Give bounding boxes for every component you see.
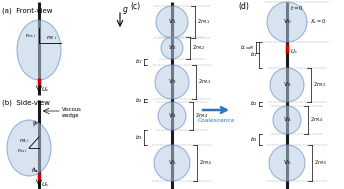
Text: $b_2$: $b_2$ bbox=[135, 96, 142, 105]
Text: $r_{m,i}$: $r_{m,i}$ bbox=[25, 32, 37, 40]
Text: $b_{CoaM}$: $b_{CoaM}$ bbox=[240, 43, 254, 52]
Text: $2r_{M,4}$: $2r_{M,4}$ bbox=[310, 116, 324, 124]
Ellipse shape bbox=[17, 20, 61, 80]
Circle shape bbox=[270, 68, 304, 102]
Text: $b_3$: $b_3$ bbox=[249, 135, 257, 144]
Text: $2r_{M,5}$: $2r_{M,5}$ bbox=[314, 159, 328, 167]
Text: $V_3$: $V_3$ bbox=[168, 77, 176, 86]
Text: $V_3$: $V_3$ bbox=[283, 81, 291, 89]
Text: $U_c$: $U_c$ bbox=[41, 180, 50, 189]
Text: (c): (c) bbox=[130, 2, 140, 11]
Text: $r_{M,i}$: $r_{M,i}$ bbox=[19, 137, 29, 145]
Text: $b_1$: $b_1$ bbox=[135, 57, 142, 67]
Text: $2r_{M,4}$: $2r_{M,4}$ bbox=[195, 112, 209, 120]
Text: $V_2$: $V_2$ bbox=[168, 43, 176, 53]
Text: (a)  Front-view: (a) Front-view bbox=[2, 8, 53, 15]
Text: $b_2$: $b_2$ bbox=[250, 100, 257, 108]
Circle shape bbox=[154, 145, 190, 181]
Text: $V_5$: $V_5$ bbox=[168, 159, 176, 167]
Text: (b)  Side-view: (b) Side-view bbox=[2, 100, 50, 106]
Text: $2r_{M,5}$: $2r_{M,5}$ bbox=[199, 159, 213, 167]
Text: $2r_{M,1}$: $2r_{M,1}$ bbox=[197, 18, 211, 26]
Text: $g$: $g$ bbox=[122, 5, 128, 15]
Circle shape bbox=[161, 37, 183, 59]
Text: $r_{m,i}$: $r_{m,i}$ bbox=[17, 147, 27, 155]
Text: $r_{M,i}$: $r_{M,i}$ bbox=[46, 34, 57, 42]
Circle shape bbox=[158, 102, 186, 130]
Text: $X_c=0$: $X_c=0$ bbox=[310, 18, 327, 26]
Text: Viscous
wedge: Viscous wedge bbox=[62, 107, 82, 118]
Text: $\theta_a$: $\theta_a$ bbox=[31, 167, 39, 175]
Text: $t=0$: $t=0$ bbox=[290, 4, 304, 12]
Text: $V_4$: $V_4$ bbox=[283, 115, 291, 124]
Text: $V_5$: $V_5$ bbox=[283, 159, 291, 167]
Circle shape bbox=[269, 145, 305, 181]
Circle shape bbox=[267, 2, 307, 42]
Text: $V_1$: $V_1$ bbox=[168, 18, 176, 26]
Text: $b_1$: $b_1$ bbox=[250, 50, 257, 60]
Text: $2r_{M,3}$: $2r_{M,3}$ bbox=[313, 81, 327, 89]
Circle shape bbox=[155, 65, 189, 99]
Text: $U_c$: $U_c$ bbox=[290, 48, 298, 57]
Text: $V_4$: $V_4$ bbox=[168, 112, 176, 120]
Ellipse shape bbox=[7, 120, 51, 176]
Text: $2r_{M,2}$: $2r_{M,2}$ bbox=[192, 44, 206, 52]
Text: $2r_{M,3}$: $2r_{M,3}$ bbox=[198, 78, 212, 86]
Circle shape bbox=[273, 106, 301, 134]
Text: $b_3$: $b_3$ bbox=[135, 133, 142, 142]
Circle shape bbox=[156, 6, 188, 38]
Text: $U_c$: $U_c$ bbox=[41, 86, 50, 94]
Text: Coalescence: Coalescence bbox=[197, 118, 235, 123]
Text: $\theta_r$: $\theta_r$ bbox=[32, 120, 39, 129]
Text: (d): (d) bbox=[238, 2, 249, 11]
Text: $V_0$: $V_0$ bbox=[283, 18, 291, 26]
